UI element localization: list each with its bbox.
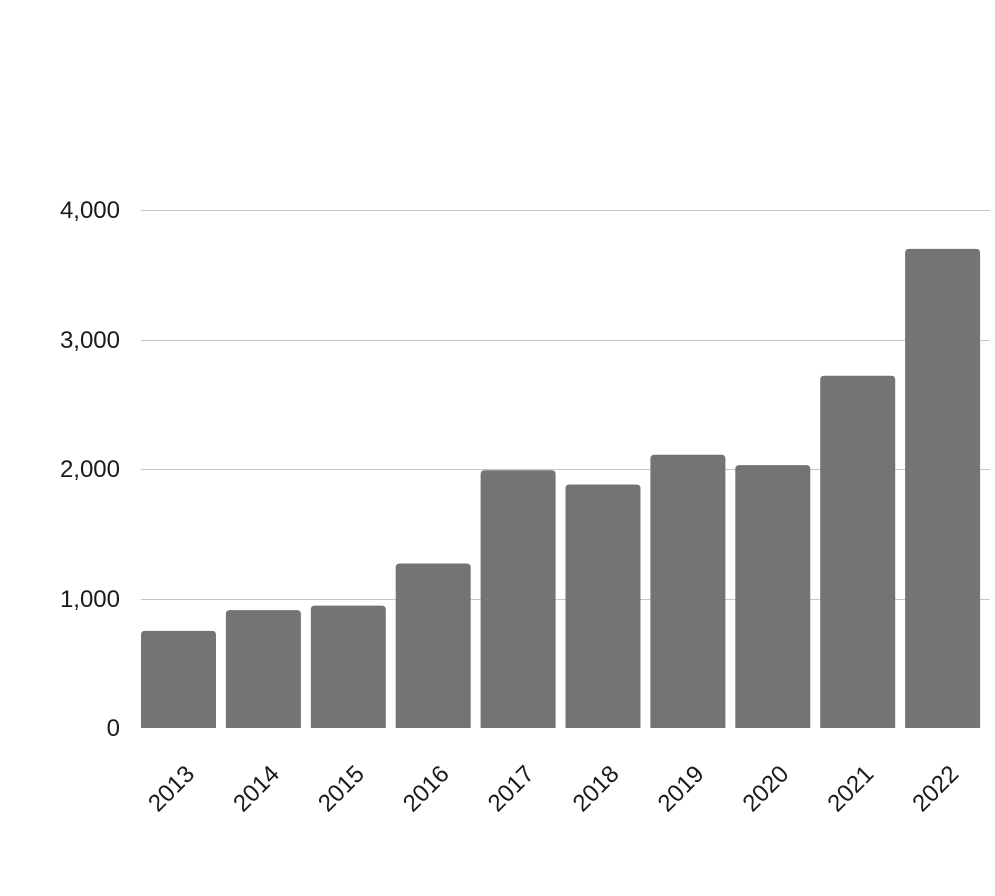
y-tick-label: 4,000 [60, 197, 120, 224]
x-axis-ticks: 2013 2014 2015 2016 2017 2018 2019 2020 2021 2022 [143, 760, 964, 817]
bar-2020 [735, 465, 811, 728]
bar-2021 [820, 375, 896, 728]
bar-2019 [650, 454, 726, 728]
x-tick-label: 2018 [568, 760, 625, 817]
x-tick-label: 2013 [143, 760, 200, 817]
x-tick-label: 2020 [738, 760, 795, 817]
x-tick-label: 2016 [398, 760, 455, 817]
x-tick-label: 2022 [907, 760, 964, 817]
y-tick-label: 2,000 [60, 456, 120, 483]
y-tick-label: 3,000 [60, 327, 120, 354]
bar-2016 [395, 563, 471, 728]
bar-2015 [310, 605, 386, 728]
y-tick-label: 1,000 [60, 586, 120, 613]
x-tick-label: 2015 [313, 760, 370, 817]
bars [141, 248, 981, 728]
bar-2022 [905, 248, 981, 728]
x-tick-label: 2017 [483, 760, 540, 817]
x-tick-label: 2014 [228, 760, 285, 817]
y-tick-label: 0 [107, 715, 120, 742]
bar-2017 [480, 470, 556, 728]
x-tick-label: 2021 [822, 760, 879, 817]
bar-2014 [225, 610, 301, 728]
y-axis-ticks: 0 1,000 2,000 3,000 4,000 [60, 197, 120, 742]
x-tick-label: 2019 [653, 760, 710, 817]
bar-2018 [565, 484, 641, 728]
bar-2013 [141, 630, 216, 728]
